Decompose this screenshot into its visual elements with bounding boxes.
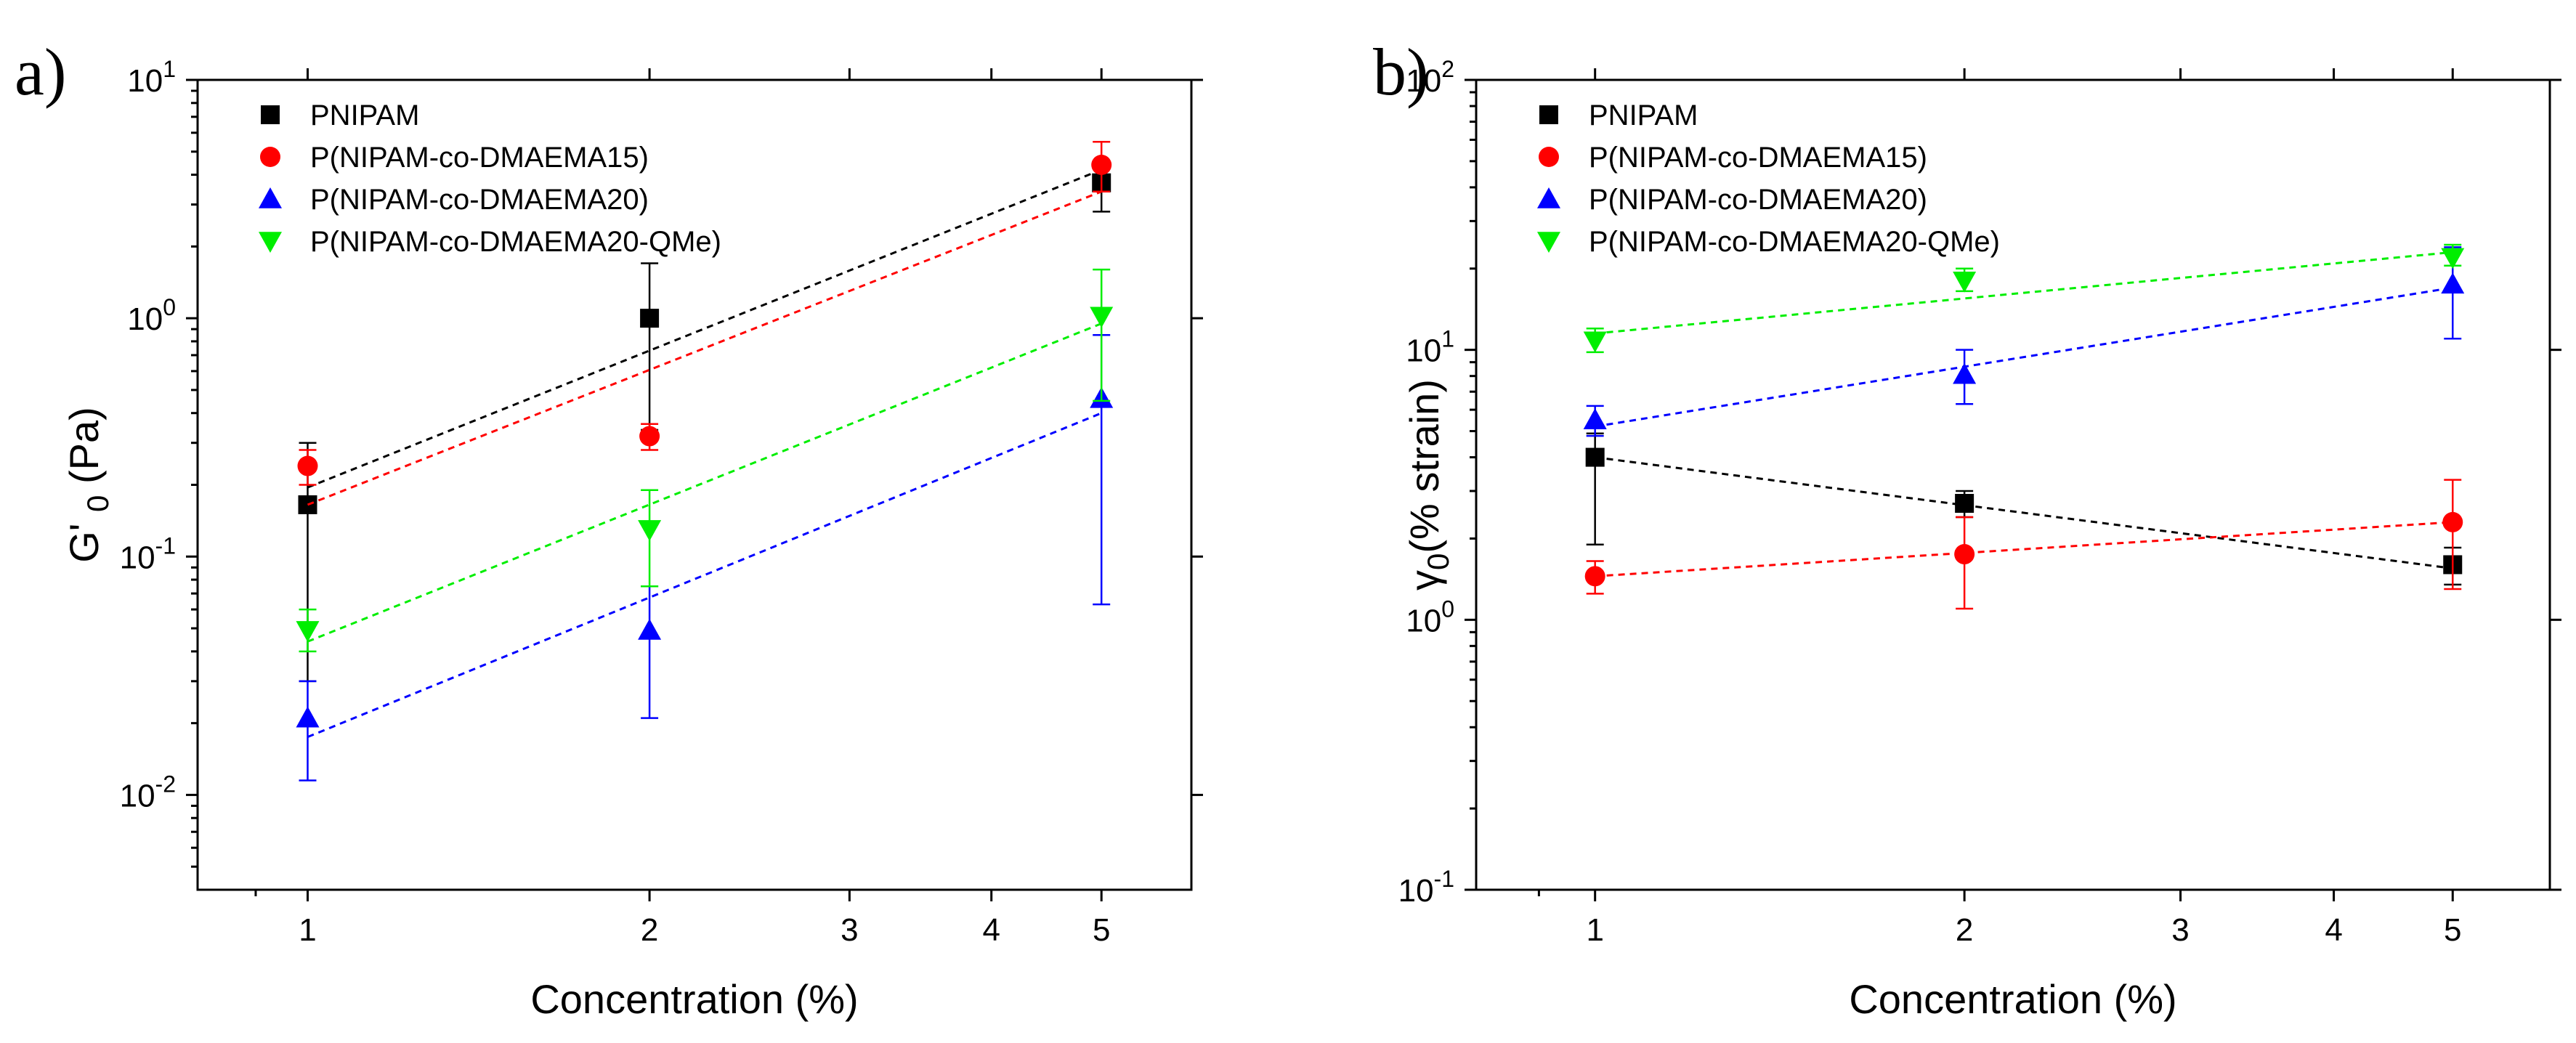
- chart-panel-2: b) 1 2 3 4 5 10-1 100 101 102 Concentration (%) γ0(…: [1373, 35, 2561, 1022]
- series-4: [296, 268, 1114, 653]
- series-1: [298, 166, 1111, 683]
- y-tick-label: 10-1: [1398, 866, 1454, 909]
- x-tick-label: 4: [2325, 912, 2342, 948]
- y-tick-label: 101: [1406, 326, 1454, 369]
- panel-label: b): [1373, 35, 1429, 109]
- data-point: [1954, 544, 1975, 565]
- fit-line: [1595, 286, 2453, 428]
- data-point: [296, 621, 320, 642]
- y-tick-label: 100: [1406, 596, 1454, 638]
- data-point: [1584, 566, 1605, 587]
- legend-marker: [259, 187, 282, 208]
- y-tick-label: 102: [1406, 56, 1454, 99]
- data-point: [1955, 494, 1974, 514]
- x-tick-label: 5: [2444, 912, 2461, 948]
- series-2: [1584, 479, 2463, 610]
- series-1: [1585, 432, 2463, 586]
- legend-marker: [1539, 147, 1559, 167]
- legend-marker: [261, 105, 280, 124]
- series-2: [297, 140, 1112, 506]
- y-tick-label: 10-1: [120, 532, 176, 575]
- chart-panel-1: a) 1 2 3 4 5 10-2 10-1 100 101 Concentration (%) G'…: [15, 35, 1203, 1022]
- data-point: [639, 426, 660, 447]
- y-axis-label: γ0(% strain): [1401, 379, 1455, 591]
- x-tick-label: 2: [1956, 912, 1973, 948]
- data-point: [296, 706, 320, 728]
- data-point: [1585, 447, 1605, 467]
- y-tick-label: 101: [127, 56, 176, 99]
- data-point: [1953, 362, 1977, 384]
- data-point: [640, 309, 660, 328]
- legend-label: P(NIPAM-co-DMAEMA20): [310, 184, 649, 216]
- data-point: [1583, 408, 1607, 429]
- legend-label: P(NIPAM-co-DMAEMA20-QMe): [310, 226, 721, 258]
- plot-frame: [1475, 78, 2551, 891]
- x-tick-label: 1: [1586, 912, 1603, 948]
- data-point: [1953, 271, 1977, 293]
- x-axis-label: Concentration (%): [1849, 976, 2176, 1022]
- data-point: [1090, 307, 1114, 328]
- y-tick-label: 100: [127, 294, 176, 337]
- panel-label: a): [15, 35, 66, 109]
- x-tick-label: 5: [1093, 912, 1110, 948]
- fit-line: [307, 169, 1102, 489]
- x-tick-label: 4: [982, 912, 1000, 948]
- x-axis-label: Concentration (%): [530, 976, 858, 1022]
- fit-line: [307, 190, 1102, 506]
- data-point: [1583, 331, 1607, 353]
- data-point: [638, 520, 662, 541]
- legend-label: PNIPAM: [310, 100, 419, 131]
- fit-line: [1595, 521, 2453, 577]
- data-point: [2441, 248, 2465, 269]
- x-tick-label: 3: [2171, 912, 2189, 948]
- data-point: [297, 455, 318, 476]
- fit-line: [1595, 251, 2453, 335]
- series-3: [1583, 246, 2465, 437]
- data-point: [638, 618, 662, 640]
- data-point: [2441, 272, 2465, 294]
- y-tick-label: 10-2: [120, 771, 176, 813]
- legend-label: P(NIPAM-co-DMAEMA20): [1589, 184, 1927, 216]
- legend-label: P(NIPAM-co-DMAEMA15): [1589, 142, 1927, 174]
- legend-marker: [1539, 105, 1558, 124]
- legend-marker: [259, 232, 282, 253]
- y-axis-label: G' 0 (Pa): [61, 407, 115, 563]
- series-4: [1583, 243, 2465, 354]
- data-point: [1091, 154, 1112, 175]
- legend-marker: [260, 147, 280, 167]
- legend-marker: [1537, 187, 1560, 208]
- fit-line: [307, 322, 1102, 643]
- legend-label: P(NIPAM-co-DMAEMA20-QMe): [1589, 226, 2000, 258]
- series-3: [296, 334, 1114, 782]
- legend-label: P(NIPAM-co-DMAEMA15): [310, 142, 649, 174]
- x-tick-label: 3: [841, 912, 858, 948]
- x-tick-label: 1: [299, 912, 316, 948]
- x-tick-label: 2: [641, 912, 658, 948]
- fit-line: [1595, 456, 2453, 570]
- data-point: [2442, 511, 2463, 532]
- legend-label: PNIPAM: [1589, 100, 1698, 131]
- legend-marker: [1537, 232, 1560, 253]
- fit-line: [307, 412, 1102, 739]
